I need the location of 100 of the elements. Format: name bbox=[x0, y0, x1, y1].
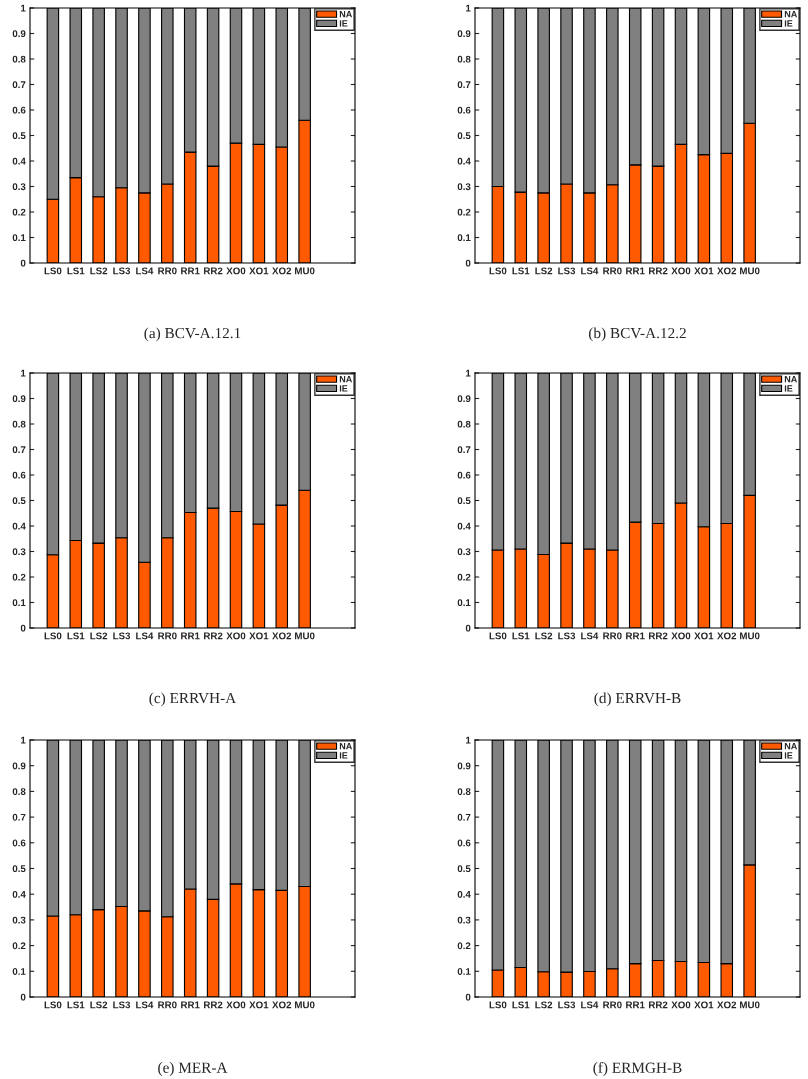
x-tick-label: XO2 bbox=[717, 267, 737, 275]
text: (d) ERRVH-B bbox=[594, 692, 681, 707]
y-tick-label: 0.5 bbox=[12, 497, 26, 505]
y-tick-label: 0.1 bbox=[457, 599, 471, 607]
x-tick-label: MU0 bbox=[295, 267, 315, 275]
legend-label: IE bbox=[339, 385, 348, 392]
y-tick-label: 0.1 bbox=[457, 234, 471, 242]
y-tick-label: 0.9 bbox=[457, 762, 471, 770]
x-tick-label: LS1 bbox=[512, 632, 530, 640]
y-tick-label: 0.7 bbox=[12, 446, 26, 454]
x-tick-label: RR0 bbox=[603, 1001, 622, 1009]
legend-label: IE bbox=[339, 752, 348, 759]
x-tick-label: LS3 bbox=[113, 632, 131, 640]
y-tick-label: 0.2 bbox=[457, 573, 471, 581]
x-tick-label: RR0 bbox=[158, 632, 177, 640]
y-tick-label: 0 bbox=[20, 624, 26, 632]
y-tick-label: 0.9 bbox=[12, 30, 26, 38]
x-tick-label: XO1 bbox=[694, 267, 714, 275]
x-tick-label: LS1 bbox=[512, 1001, 530, 1009]
text: (e) MER-A bbox=[158, 1062, 228, 1076]
y-tick-label: 0 bbox=[465, 993, 471, 1001]
x-tick-label: XO0 bbox=[671, 1001, 691, 1009]
y-tick-label: 0.4 bbox=[12, 157, 26, 165]
legend-label: IE bbox=[784, 385, 793, 392]
x-tick-label: XO1 bbox=[694, 1001, 714, 1009]
y-tick-label: 0 bbox=[20, 259, 26, 267]
y-tick-label: 0.5 bbox=[12, 865, 26, 873]
x-tick-label: MU0 bbox=[740, 632, 760, 640]
x-tick-label: LS3 bbox=[558, 1001, 576, 1009]
x-tick-label: LS4 bbox=[136, 267, 154, 275]
y-tick-label: 0.8 bbox=[12, 420, 26, 428]
y-tick-label: 0.2 bbox=[457, 208, 471, 216]
x-tick-label: MU0 bbox=[295, 632, 315, 640]
x-tick-label: XO0 bbox=[226, 632, 246, 640]
x-tick-label: RR0 bbox=[158, 1001, 177, 1009]
x-tick-label: RR2 bbox=[649, 267, 668, 275]
y-tick-label: 0.8 bbox=[12, 55, 26, 63]
y-tick-label: 0.4 bbox=[12, 890, 26, 898]
y-tick-label: 0 bbox=[465, 259, 471, 267]
y-tick-label: 0.7 bbox=[457, 813, 471, 821]
y-tick-label: 0.5 bbox=[457, 497, 471, 505]
x-tick-label: RR2 bbox=[649, 1001, 668, 1009]
x-tick-label: LS2 bbox=[90, 632, 108, 640]
x-tick-label: LS1 bbox=[67, 267, 85, 275]
y-tick-label: 0.4 bbox=[457, 157, 471, 165]
y-tick-label: 0.9 bbox=[12, 762, 26, 770]
x-tick-label: RR1 bbox=[626, 632, 645, 640]
x-tick-label: LS0 bbox=[489, 1001, 507, 1009]
legend-label: IE bbox=[339, 20, 348, 27]
x-tick-label: XO1 bbox=[249, 632, 269, 640]
x-tick-label: XO1 bbox=[249, 1001, 269, 1009]
y-tick-label: 0.8 bbox=[457, 420, 471, 428]
y-tick-label: 0.2 bbox=[12, 573, 26, 581]
x-tick-label: LS3 bbox=[558, 267, 576, 275]
y-tick-label: 0.6 bbox=[12, 106, 26, 114]
y-tick-label: 0.4 bbox=[12, 522, 26, 530]
legend-label: NA bbox=[784, 376, 798, 383]
y-tick-label: 0.3 bbox=[12, 183, 26, 191]
x-tick-label: RR1 bbox=[181, 267, 200, 275]
x-tick-label: LS4 bbox=[581, 1001, 599, 1009]
y-tick-label: 0.3 bbox=[12, 916, 26, 924]
x-tick-label: XO2 bbox=[717, 1001, 737, 1009]
x-tick-label: RR2 bbox=[204, 1001, 223, 1009]
x-tick-label: XO2 bbox=[717, 632, 737, 640]
x-tick-label: RR1 bbox=[181, 1001, 200, 1009]
x-tick-label: RR2 bbox=[204, 267, 223, 275]
y-tick-label: 0.8 bbox=[457, 788, 471, 796]
text: (f) ERMGH-B bbox=[593, 1061, 682, 1076]
y-tick-label: 0.6 bbox=[12, 471, 26, 479]
y-tick-label: 0.2 bbox=[12, 208, 26, 216]
x-tick-label: XO0 bbox=[226, 1001, 246, 1009]
y-tick-label: 0.9 bbox=[12, 395, 26, 403]
x-tick-label: XO1 bbox=[249, 267, 269, 275]
x-tick-label: MU0 bbox=[740, 267, 760, 275]
x-tick-label: LS3 bbox=[113, 1001, 131, 1009]
y-tick-label: 0 bbox=[20, 993, 26, 1001]
x-tick-label: XO0 bbox=[671, 267, 691, 275]
x-tick-label: LS4 bbox=[581, 267, 599, 275]
x-tick-label: RR2 bbox=[649, 632, 668, 640]
x-tick-label: RR0 bbox=[603, 267, 622, 275]
y-tick-label: 0 bbox=[465, 624, 471, 632]
y-tick-label: 0.1 bbox=[457, 968, 471, 975]
y-tick-label: 1 bbox=[21, 736, 26, 744]
x-tick-label: LS0 bbox=[44, 267, 62, 275]
x-tick-label: XO2 bbox=[272, 267, 292, 275]
x-tick-label: LS0 bbox=[44, 632, 62, 640]
y-tick-label: 0.2 bbox=[457, 942, 471, 950]
text: (c) ERRVH-A bbox=[149, 692, 237, 707]
legend-label: NA bbox=[339, 376, 353, 383]
y-tick-label: 0.8 bbox=[457, 55, 471, 63]
y-tick-label: 0.1 bbox=[12, 968, 26, 975]
x-tick-label: XO0 bbox=[671, 632, 691, 640]
x-tick-label: LS2 bbox=[90, 267, 108, 275]
y-tick-label: 0.1 bbox=[12, 234, 26, 242]
legend-label: NA bbox=[339, 743, 353, 750]
y-tick-label: 1 bbox=[466, 736, 471, 744]
x-tick-label: RR1 bbox=[181, 632, 200, 640]
x-tick-label: RR0 bbox=[603, 632, 622, 640]
x-tick-label: RR1 bbox=[626, 267, 645, 275]
y-tick-label: 0.3 bbox=[12, 548, 26, 556]
